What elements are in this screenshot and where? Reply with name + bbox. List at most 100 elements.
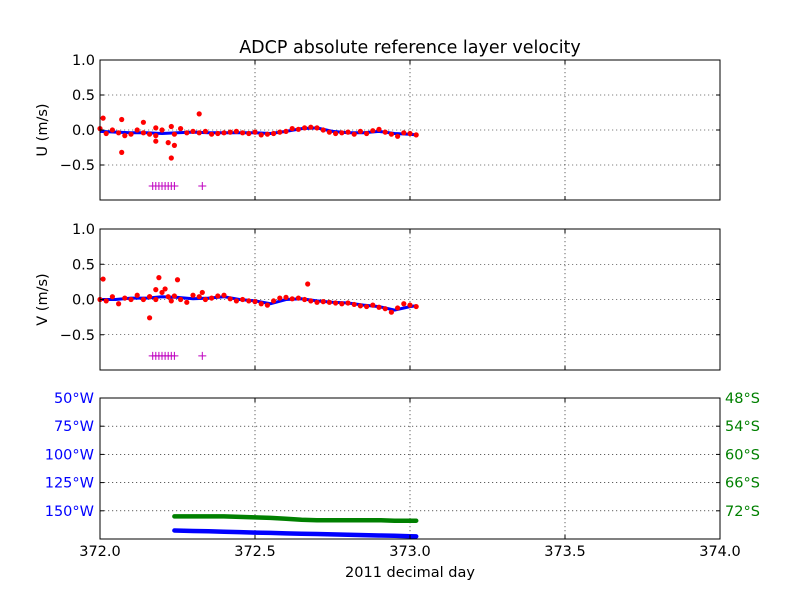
raw-velocity-point bbox=[171, 131, 177, 137]
raw-velocity-point bbox=[233, 298, 239, 304]
outlier-velocity-point bbox=[100, 115, 106, 121]
longitude-tick-label: 75°W bbox=[54, 419, 94, 435]
raw-velocity-point bbox=[159, 289, 165, 296]
raw-velocity-point bbox=[264, 131, 270, 137]
outlier-velocity-point bbox=[171, 142, 177, 148]
raw-velocity-point bbox=[345, 129, 351, 135]
raw-velocity-point bbox=[196, 294, 202, 300]
raw-velocity-point bbox=[190, 128, 196, 134]
raw-velocity-point bbox=[302, 296, 308, 303]
raw-velocity-point bbox=[382, 129, 388, 135]
longitude-tick-label: 125°W bbox=[45, 476, 94, 492]
raw-velocity-point bbox=[357, 303, 363, 309]
outlier-velocity-point bbox=[168, 123, 174, 130]
raw-velocity-point bbox=[295, 126, 301, 132]
outlier-velocity-point bbox=[153, 125, 159, 131]
raw-velocity-point bbox=[196, 130, 202, 136]
flag-marker bbox=[170, 351, 179, 360]
raw-velocity-point bbox=[240, 296, 246, 303]
raw-velocity-point bbox=[233, 128, 239, 134]
raw-velocity-point bbox=[320, 127, 326, 133]
outlier-velocity-point bbox=[147, 315, 153, 321]
raw-velocity-point bbox=[258, 301, 264, 307]
x-tick-label: 372.0 bbox=[79, 544, 121, 560]
y-tick-label: 0.5 bbox=[72, 88, 95, 104]
raw-velocity-point bbox=[103, 298, 109, 304]
raw-velocity-point bbox=[376, 126, 382, 132]
y-tick-label: 0.0 bbox=[72, 293, 95, 309]
raw-velocity-point bbox=[407, 302, 413, 308]
raw-velocity-point bbox=[339, 301, 345, 307]
raw-velocity-point bbox=[209, 295, 215, 301]
raw-velocity-point bbox=[109, 294, 115, 300]
y-tick-label: 1.0 bbox=[72, 53, 95, 69]
outlier-velocity-point bbox=[168, 155, 174, 161]
y-tick-label: 0.5 bbox=[72, 257, 95, 273]
raw-velocity-point bbox=[165, 294, 171, 300]
raw-velocity-point bbox=[351, 301, 357, 308]
flag-marker bbox=[198, 182, 207, 190]
latitude-tick-label: 72°S bbox=[725, 504, 760, 520]
raw-velocity-point bbox=[103, 130, 109, 137]
raw-velocity-point bbox=[264, 302, 270, 308]
u-velocity-panel: 1.0 0.5 0.0 −0.5 U (m/s) bbox=[35, 53, 721, 201]
raw-velocity-point bbox=[283, 128, 289, 134]
raw-velocity-point bbox=[215, 130, 221, 137]
raw-velocity-point bbox=[153, 133, 159, 139]
position-panel: 372.0 372.5 373.0 373.5 374.0 50°W 75°W 100°W 12… bbox=[45, 391, 760, 560]
longitude-series-line bbox=[172, 528, 419, 539]
y-tick-label: 0.0 bbox=[72, 123, 95, 139]
raw-velocity-point bbox=[116, 130, 122, 136]
raw-velocity-point bbox=[209, 131, 215, 137]
raw-velocity-point bbox=[178, 126, 184, 132]
raw-velocity-point bbox=[289, 126, 295, 132]
raw-velocity-point bbox=[246, 298, 252, 304]
raw-velocity-point bbox=[171, 293, 177, 299]
raw-velocity-point bbox=[140, 130, 146, 136]
flag-marker bbox=[198, 351, 207, 360]
raw-velocity-point bbox=[134, 127, 140, 133]
raw-velocity-point bbox=[184, 299, 190, 305]
raw-velocity-point bbox=[159, 127, 165, 133]
raw-velocity-point bbox=[382, 306, 388, 312]
raw-velocity-point bbox=[395, 133, 401, 139]
x-tick-label: 373.0 bbox=[389, 544, 431, 560]
raw-velocity-point bbox=[295, 295, 301, 301]
raw-velocity-point bbox=[370, 302, 376, 308]
raw-velocity-point bbox=[184, 130, 190, 136]
raw-velocity-point bbox=[277, 129, 283, 135]
raw-velocity-point bbox=[376, 304, 382, 310]
longitude-tick-label: 50°W bbox=[54, 391, 94, 407]
outlier-velocity-point bbox=[168, 298, 174, 304]
longitude-tick-label: 150°W bbox=[45, 504, 94, 520]
outlier-velocity-point bbox=[147, 294, 153, 300]
outlier-velocity-point bbox=[119, 149, 125, 155]
raw-velocity-point bbox=[258, 132, 264, 138]
raw-velocity-point bbox=[221, 130, 227, 136]
raw-velocity-point bbox=[314, 125, 320, 131]
y-tick-label: −0.5 bbox=[60, 328, 95, 344]
x-tick-label: 374.0 bbox=[699, 544, 741, 560]
raw-velocity-point bbox=[227, 296, 233, 302]
raw-velocity-point bbox=[314, 299, 320, 305]
x-axis-label: 2011 decimal day bbox=[345, 565, 475, 581]
raw-velocity-point bbox=[308, 124, 314, 130]
raw-velocity-point bbox=[370, 128, 376, 134]
outlier-velocity-point bbox=[153, 287, 159, 293]
raw-velocity-point bbox=[109, 127, 115, 133]
outlier-velocity-point bbox=[156, 275, 162, 281]
outlier-velocity-point bbox=[199, 289, 205, 296]
raw-velocity-point bbox=[326, 299, 332, 305]
raw-velocity-point bbox=[395, 305, 401, 311]
raw-velocity-point bbox=[134, 292, 140, 298]
y-tick-label: −0.5 bbox=[60, 158, 95, 174]
raw-velocity-point bbox=[357, 128, 363, 134]
raw-velocity-point bbox=[215, 293, 221, 299]
raw-velocity-point bbox=[153, 296, 159, 303]
outlier-velocity-point bbox=[305, 281, 311, 287]
raw-velocity-point bbox=[140, 296, 146, 303]
raw-velocity-point bbox=[227, 129, 233, 135]
x-tick-label: 373.5 bbox=[544, 544, 586, 560]
chart-title: ADCP absolute reference layer velocity bbox=[239, 38, 581, 58]
